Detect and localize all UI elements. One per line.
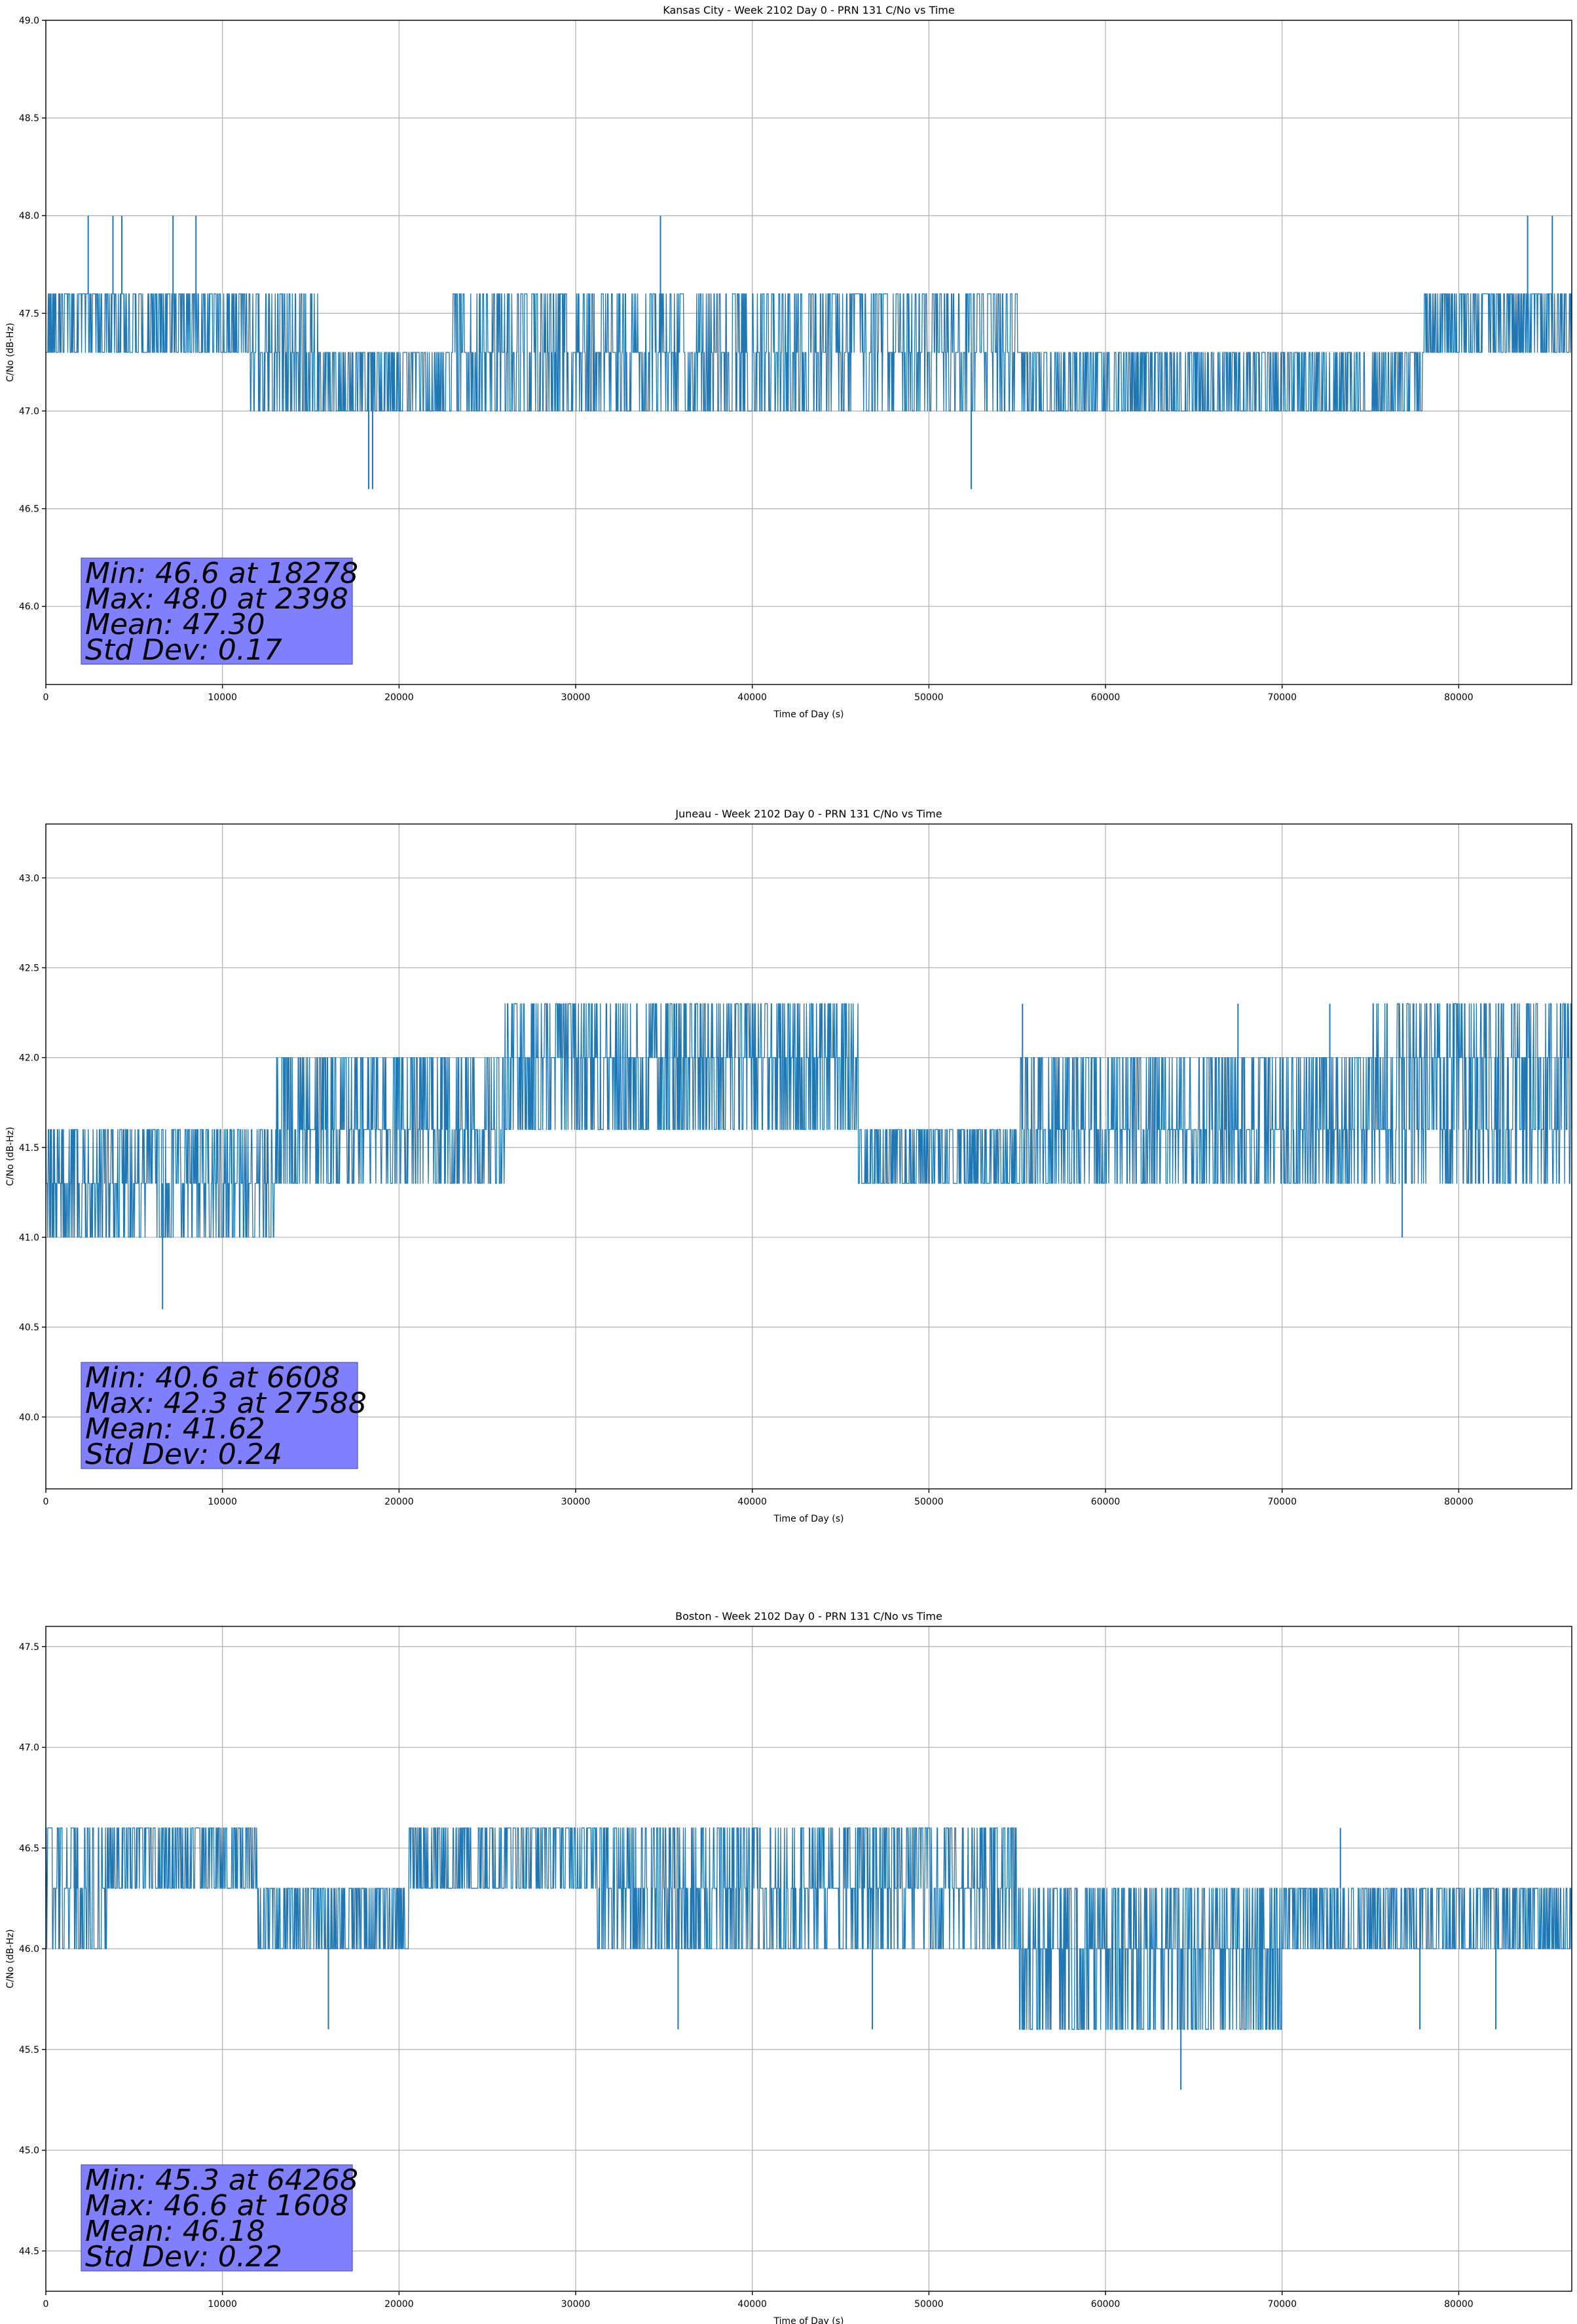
y-tick-label: 47.0 [19, 406, 39, 417]
x-tick-label: 20000 [384, 1497, 414, 1507]
x-tick-label: 70000 [1267, 692, 1297, 703]
plot-frame [45, 1626, 1572, 2292]
x-tick-label: 20000 [384, 692, 414, 703]
y-tick-label: 46.5 [19, 504, 39, 515]
x-tick-label: 10000 [208, 2299, 237, 2310]
y-tick-label: 44.5 [19, 2246, 39, 2257]
chart-title: Kansas City - Week 2102 Day 0 - PRN 131 … [663, 4, 954, 16]
y-tick-label: 47.5 [19, 1642, 39, 1653]
x-tick-label: 0 [43, 692, 49, 703]
y-tick-label: 48.5 [19, 113, 39, 124]
x-tick-label: 30000 [561, 1497, 591, 1507]
x-tick-label: 40000 [737, 2299, 767, 2310]
x-tick-label: 10000 [208, 1497, 237, 1507]
x-tick-label: 80000 [1444, 2299, 1474, 2310]
stats-line: Mean: 46.18 [85, 2215, 265, 2248]
x-tick-label: 60000 [1091, 1497, 1121, 1507]
stats-line: Max: 48.0 at 2398 [85, 582, 348, 616]
stats-line: Min: 40.6 at 6608 [85, 1361, 340, 1395]
y-tick-label: 43.0 [19, 873, 39, 884]
plot-frame [45, 20, 1572, 685]
y-tick-label: 47.0 [19, 1743, 39, 1753]
y-axis-label: C/No (dB-Hz) [5, 1929, 16, 1988]
series-line [46, 293, 1572, 412]
x-tick-label: 80000 [1444, 692, 1474, 703]
x-tick-label: 20000 [384, 2299, 414, 2310]
x-tick-label: 50000 [914, 2299, 944, 2310]
stats-line: Mean: 41.62 [85, 1412, 265, 1446]
stats-box [81, 2164, 353, 2272]
y-tick-label: 41.5 [19, 1143, 39, 1153]
plot-frame [45, 823, 1572, 1490]
x-tick-label: 70000 [1267, 2299, 1297, 2310]
y-tick-label: 45.5 [19, 2045, 39, 2055]
series-line [45, 1827, 1572, 2030]
y-axis-label: C/No (dB-Hz) [5, 1127, 16, 1186]
y-tick-label: 45.0 [19, 2146, 39, 2156]
x-tick-label: 30000 [561, 692, 591, 703]
y-tick-label: 42.5 [19, 963, 39, 973]
x-tick-label: 60000 [1091, 2299, 1121, 2310]
x-tick-label: 70000 [1267, 1497, 1297, 1507]
stats-line: Min: 46.6 at 18278 [85, 557, 358, 590]
stats-line: Min: 45.3 at 64268 [85, 2164, 358, 2197]
series-line [45, 1003, 1572, 1238]
chart-panel-0: 0 10000 20000 30000 40000 50000 60000 70000 8000… [5, 4, 1572, 720]
stats-line: Max: 42.3 at 27588 [85, 1387, 367, 1420]
y-tick-label: 41.0 [19, 1233, 39, 1243]
y-axis-label: C/No (dB-Hz) [5, 323, 16, 382]
y-tick-label: 46.0 [19, 602, 39, 612]
y-tick-label: 40.5 [19, 1322, 39, 1333]
x-tick-label: 40000 [737, 692, 767, 703]
stats-line: Std Dev: 0.22 [85, 2240, 282, 2274]
x-tick-label: 50000 [914, 1497, 944, 1507]
chart-title: Juneau - Week 2102 Day 0 - PRN 131 C/No … [675, 808, 942, 820]
y-tick-label: 42.0 [19, 1053, 39, 1064]
stats-box [81, 1362, 358, 1469]
stats-line: Max: 46.6 at 1608 [85, 2189, 348, 2222]
stats-box [81, 557, 353, 665]
y-tick-label: 48.0 [19, 211, 39, 221]
x-axis-label: Time of Day (s) [773, 709, 844, 720]
y-tick-label: 47.5 [19, 309, 39, 319]
stats-line: Mean: 47.30 [85, 608, 265, 641]
x-tick-label: 80000 [1444, 1497, 1474, 1507]
x-tick-label: 50000 [914, 692, 944, 703]
y-tick-label: 40.0 [19, 1412, 39, 1423]
x-tick-label: 10000 [208, 692, 237, 703]
x-tick-label: 0 [43, 2299, 49, 2310]
y-tick-label: 46.0 [19, 1944, 39, 1955]
chart-panel-2: 0 10000 20000 30000 40000 50000 60000 70000 8000… [5, 1610, 1572, 2324]
x-tick-label: 60000 [1091, 692, 1121, 703]
x-tick-label: 30000 [561, 2299, 591, 2310]
y-tick-label: 49.0 [19, 16, 39, 26]
chart-title: Boston - Week 2102 Day 0 - PRN 131 C/No … [675, 1610, 942, 1622]
y-tick-label: 46.5 [19, 1843, 39, 1854]
x-axis-label: Time of Day (s) [773, 1514, 844, 1524]
chart-panel-1: 0 10000 20000 30000 40000 50000 60000 70000 8000… [5, 808, 1572, 1524]
stats-line: Std Dev: 0.17 [85, 633, 282, 667]
stats-line: Std Dev: 0.24 [85, 1438, 282, 1471]
x-tick-label: 0 [43, 1497, 49, 1507]
x-axis-label: Time of Day (s) [773, 2316, 844, 2324]
x-tick-label: 40000 [737, 1497, 767, 1507]
